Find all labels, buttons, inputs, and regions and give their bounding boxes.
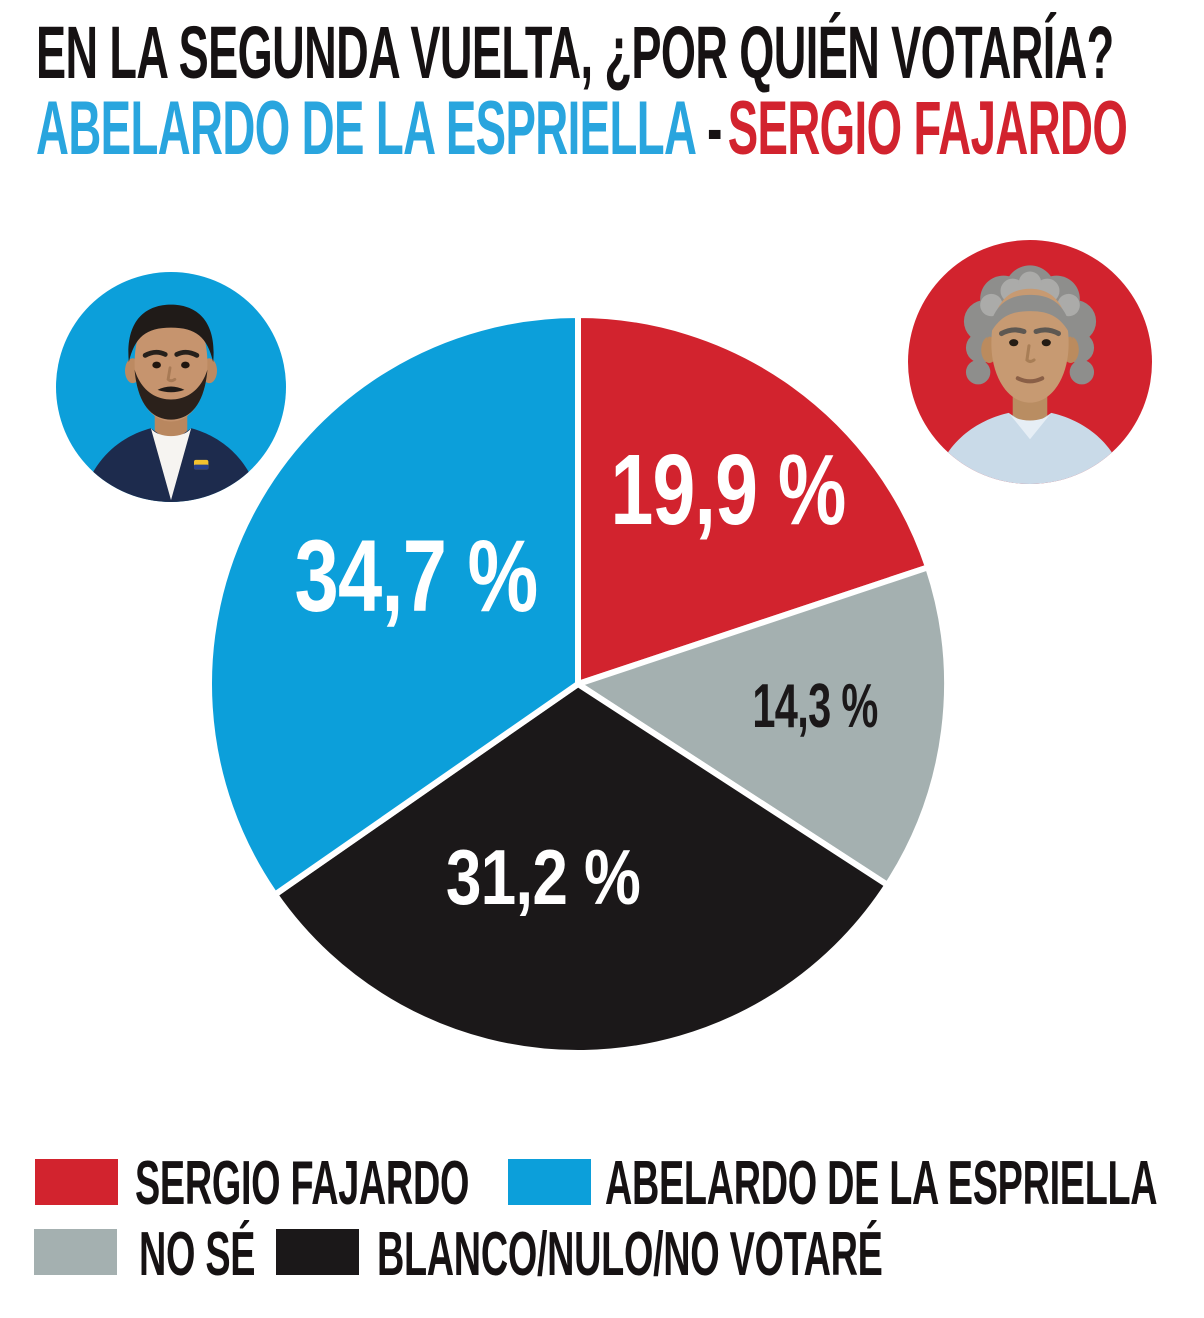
headline-candidate-fajardo: SERGIO FAJARDO [727, 86, 1128, 171]
headline-question: EN LA SEGUNDA VUELTA, ¿POR QUIÉN VOTARÍA… [36, 16, 1204, 90]
legend-label-blanco-nulo-no-votare: BLANCO/NULO/NO VOTARÉ [377, 1220, 883, 1289]
pie-chart: 19,9 % 14,3 % 31,2 % 34,7 % [204, 310, 952, 1058]
legend-label-no-se: NO SÉ [139, 1220, 256, 1289]
legend-swatch-abelardo-de-la-espriella [508, 1159, 591, 1205]
legend-swatch-sergio-fajardo [35, 1159, 118, 1205]
pie-slice-no-s- [575, 564, 950, 888]
pie-slice-sergio-fajardo [575, 312, 932, 687]
candidate-photo-fajardo [908, 240, 1152, 484]
headline-candidate-espriella: ABELARDO DE LA ESPRIELLA [36, 86, 697, 171]
legend-swatch-no-se [34, 1229, 117, 1275]
pie-chart-svg [206, 312, 950, 1056]
headline-separator-dash: - [707, 86, 722, 171]
pie-value-label-sergio-fajardo: 19,9 % [610, 434, 846, 546]
pie-slice-abelardo-de-la-espriella [206, 312, 581, 898]
fajardo-portrait-illustration [908, 240, 1152, 484]
pie-value-label-blanco-nulo-no-votar-: 31,2 % [445, 833, 641, 921]
headline-candidates: ABELARDO DE LA ESPRIELLA -SERGIO FAJARDO [36, 91, 1204, 167]
pie-chart-value-labels: 19,9 % 14,3 % 31,2 % 34,7 % [204, 310, 952, 1058]
pie-value-label-no-s-: 14,3 % [752, 672, 878, 741]
legend-swatch-blanco-nulo-no-votare [276, 1229, 359, 1275]
pie-slice-blanco-nulo-no-votar- [272, 681, 891, 1056]
espriella-portrait-illustration [56, 272, 286, 502]
legend-label-abelardo-de-la-espriella: ABELARDO DE LA ESPRIELLA [605, 1149, 1158, 1218]
headline-question-text: EN LA SEGUNDA VUELTA, ¿POR QUIÉN VOTARÍA… [36, 11, 1114, 94]
pie-value-label-abelardo-de-la-espriella: 34,7 % [294, 519, 538, 633]
candidate-photo-espriella [56, 272, 286, 502]
legend-label-sergio-fajardo: SERGIO FAJARDO [135, 1149, 470, 1218]
